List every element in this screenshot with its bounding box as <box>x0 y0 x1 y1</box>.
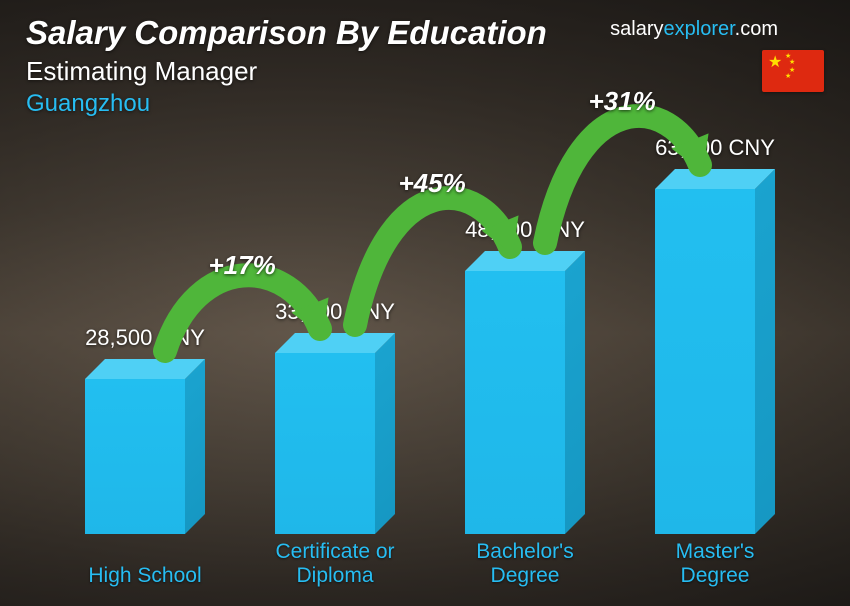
brand-logo: salaryexplorer.com <box>610 18 778 41</box>
x-axis-labels: High School Certificate orDiploma Bachelor… <box>50 534 790 588</box>
x-axis-label: Master'sDegree <box>630 540 800 588</box>
bar-value-label: 63,400 CNY <box>630 135 800 161</box>
bar-area: 28,500 CNY33,200 CNY48,300 CNY63,400 CNY <box>50 164 790 534</box>
x-axis-label: Bachelor'sDegree <box>440 540 610 588</box>
chart-subtitle: Estimating Manager <box>26 56 824 87</box>
bar-value-label: 33,200 CNY <box>250 299 420 325</box>
bar-value-label: 48,300 CNY <box>440 217 610 243</box>
brand-part3: .com <box>735 18 778 40</box>
brand-part1: salary <box>610 18 663 40</box>
x-axis-label: High School <box>60 564 230 588</box>
bar-chart: 28,500 CNY33,200 CNY48,300 CNY63,400 CNY… <box>50 150 790 588</box>
bar-value-label: 28,500 CNY <box>60 325 230 351</box>
china-flag-icon: ★ ★★★★ <box>762 50 824 92</box>
brand-part2: explorer <box>664 18 735 40</box>
x-axis-label: Certificate orDiploma <box>250 540 420 588</box>
chart-location: Guangzhou <box>26 90 824 118</box>
